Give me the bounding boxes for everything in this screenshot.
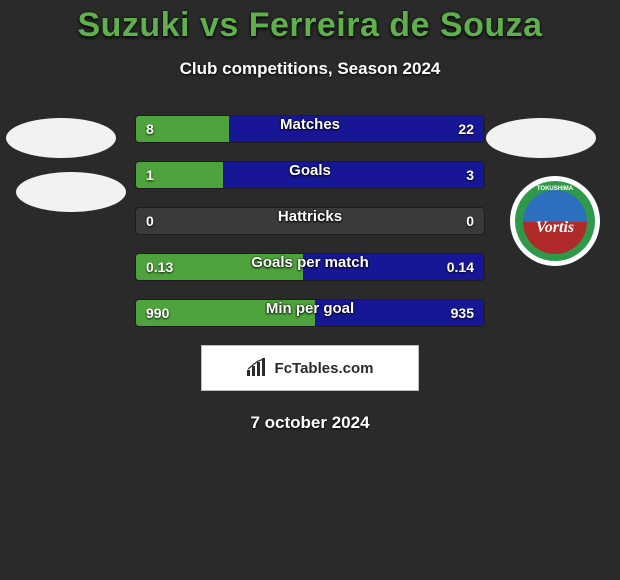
stat-label: Hattricks xyxy=(136,208,484,225)
page: Suzuki vs Ferreira de Souza Club competi… xyxy=(0,0,620,580)
generation-date: 7 october 2024 xyxy=(0,413,620,433)
player-right-avatar xyxy=(486,118,596,158)
bar-right xyxy=(315,300,484,326)
bar-right xyxy=(229,116,484,142)
stat-row: Matches822 xyxy=(135,115,485,143)
attribution-text: FcTables.com xyxy=(275,360,374,377)
team-logo-top-text: TOKUSHIMA xyxy=(537,186,574,192)
stat-row: Goals per match0.130.14 xyxy=(135,253,485,281)
bar-right xyxy=(223,162,484,188)
bar-left xyxy=(136,116,229,142)
stat-value-left: 0 xyxy=(146,213,154,229)
bar-left xyxy=(136,300,315,326)
chart-icon xyxy=(247,358,269,378)
stat-row: Min per goal990935 xyxy=(135,299,485,327)
content: Suzuki vs Ferreira de Souza Club competi… xyxy=(0,0,620,433)
comparison-subtitle: Club competitions, Season 2024 xyxy=(0,59,620,79)
comparison-title: Suzuki vs Ferreira de Souza xyxy=(0,6,620,45)
player-left-avatar-secondary xyxy=(16,172,126,212)
stat-value-right: 0 xyxy=(466,213,474,229)
attribution-box[interactable]: FcTables.com xyxy=(201,345,419,391)
stat-row: Hattricks0 0 xyxy=(135,207,485,235)
bar-left xyxy=(136,254,303,280)
player-left-avatar xyxy=(6,118,116,158)
stat-row: Goals13 xyxy=(135,161,485,189)
team-logo-svg: TOKUSHIMA Vortis xyxy=(510,176,600,266)
team-logo: TOKUSHIMA Vortis xyxy=(510,176,600,266)
bar-left xyxy=(136,162,223,188)
bar-right xyxy=(303,254,484,280)
team-logo-script: Vortis xyxy=(536,219,574,236)
